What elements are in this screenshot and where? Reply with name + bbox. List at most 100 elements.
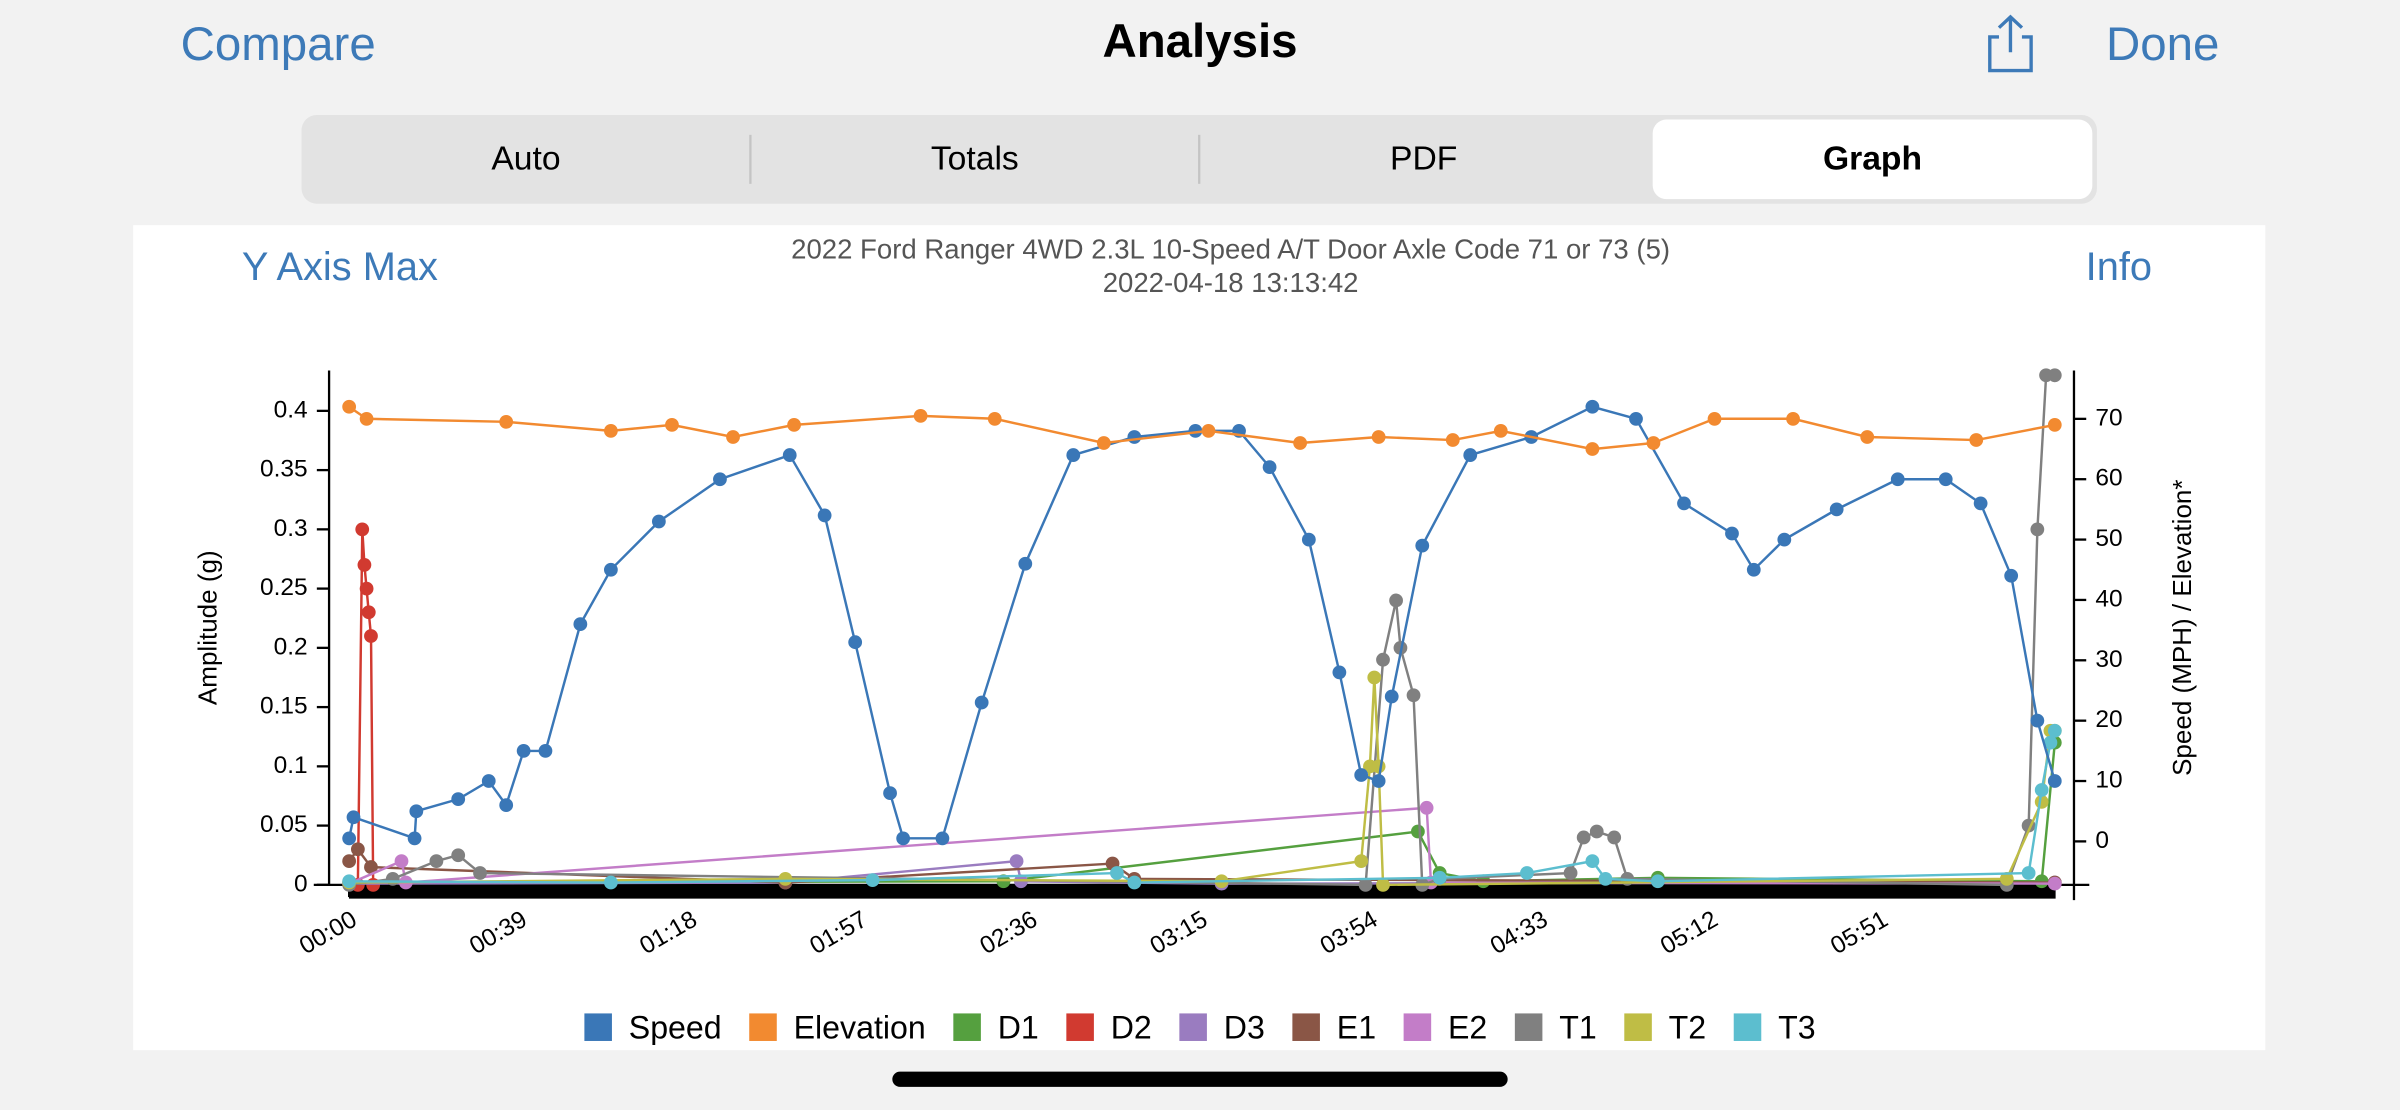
data-point	[1354, 768, 1369, 782]
data-point	[1576, 830, 1591, 845]
data-point	[848, 635, 863, 650]
data-point	[603, 562, 618, 577]
data-point	[883, 786, 897, 800]
data-point	[1786, 411, 1800, 426]
legend-swatch	[1403, 1013, 1432, 1041]
y2-tick-label: 60	[2095, 465, 2122, 492]
tab[interactable]: Auto	[491, 141, 560, 178]
data-point	[987, 411, 1002, 426]
legend-swatch	[953, 1013, 981, 1041]
legend-label: T1	[1559, 1010, 1596, 1046]
y-axis-title: Amplitude (g)	[193, 550, 223, 705]
y-tick-label: 0.1	[274, 752, 308, 779]
compare-button[interactable]: Compare	[181, 18, 376, 71]
y2-tick-label: 20	[2095, 706, 2122, 733]
data-point	[1389, 593, 1403, 608]
data-point	[1585, 442, 1600, 456]
y2-tick-label: 50	[2095, 525, 2122, 552]
y2-tick-label: 70	[2095, 404, 2122, 431]
data-point	[665, 417, 679, 432]
legend-label: D3	[1224, 1010, 1265, 1046]
tab[interactable]: Totals	[931, 141, 1019, 178]
data-point	[409, 804, 424, 819]
data-point	[1598, 872, 1613, 886]
data-point	[603, 875, 618, 890]
data-point	[1358, 877, 1373, 892]
done-button[interactable]: Done	[2106, 18, 2219, 71]
share-arrow	[1997, 14, 2024, 53]
data-point	[713, 472, 727, 487]
share-button[interactable]	[1988, 14, 2033, 73]
data-point	[1629, 411, 1643, 426]
y2-axis-title: Speed (MPH) / Elevation*	[2167, 479, 2197, 775]
data-point	[2047, 774, 2062, 788]
data-point	[1607, 830, 1622, 845]
data-point	[2047, 723, 2062, 738]
data-point	[473, 866, 487, 880]
data-point	[1371, 759, 1386, 774]
data-point	[342, 854, 357, 869]
legend-swatch	[749, 1013, 777, 1041]
chart-title: 2022 Ford Ranger 4WD 2.3L 10-Speed A/T D…	[791, 233, 1670, 264]
data-point	[603, 424, 618, 438]
data-point	[1890, 472, 1905, 487]
data-point	[1332, 665, 1347, 680]
data-point	[1066, 448, 1081, 462]
data-point	[2030, 522, 2045, 537]
data-point	[1969, 433, 1984, 447]
data-point	[394, 854, 409, 869]
data-point	[1096, 436, 1111, 450]
graph-panel	[133, 225, 2266, 1051]
data-point	[359, 581, 374, 596]
data-point	[1563, 866, 1578, 880]
legend-label: T3	[1778, 1010, 1816, 1046]
data-point	[1384, 689, 1399, 704]
data-point	[499, 798, 514, 813]
x-axis-band	[348, 884, 2056, 899]
data-point	[726, 430, 740, 444]
y2-tick-label: 10	[2095, 766, 2122, 793]
info-button[interactable]: Info	[2086, 245, 2152, 289]
data-point	[451, 792, 466, 807]
legend-swatch	[1066, 1013, 1094, 1041]
data-point	[1201, 424, 1216, 438]
data-point	[2021, 866, 2036, 880]
legend-label: Elevation	[794, 1010, 926, 1046]
data-point	[1406, 688, 1421, 703]
legend-swatch	[1179, 1013, 1207, 1041]
data-point	[350, 842, 365, 857]
y2-tick-label: 40	[2095, 585, 2122, 612]
data-point	[2004, 568, 2019, 583]
series-line	[348, 405, 2056, 451]
y-tick-label: 0.25	[260, 574, 308, 601]
data-point	[1973, 496, 1988, 511]
data-point	[1860, 430, 1875, 444]
data-point	[1376, 652, 1390, 667]
data-point	[782, 448, 797, 462]
data-point	[1999, 872, 2014, 886]
data-point	[1188, 424, 1203, 438]
tab[interactable]: PDF	[1390, 141, 1457, 178]
legend-label: D1	[998, 1010, 1039, 1046]
data-point	[1376, 877, 1390, 892]
data-point	[1411, 824, 1425, 839]
data-point	[1127, 875, 1142, 890]
data-point	[1777, 532, 1792, 547]
data-point	[516, 743, 531, 758]
data-point	[364, 629, 378, 643]
y-axis-max-button[interactable]: Y Axis Max	[242, 245, 438, 289]
legend-swatch	[584, 1013, 612, 1041]
data-point	[2047, 876, 2062, 891]
data-point	[787, 417, 801, 432]
data-point	[1127, 430, 1142, 444]
tab[interactable]: Graph	[1823, 141, 1922, 178]
data-point	[1419, 800, 1434, 815]
share-box	[1988, 35, 2033, 73]
series-line	[349, 730, 2056, 884]
data-point	[346, 810, 361, 825]
y2-tick-label: 0	[2095, 827, 2109, 854]
data-point	[385, 872, 400, 886]
legend-label: E2	[1448, 1010, 1487, 1046]
